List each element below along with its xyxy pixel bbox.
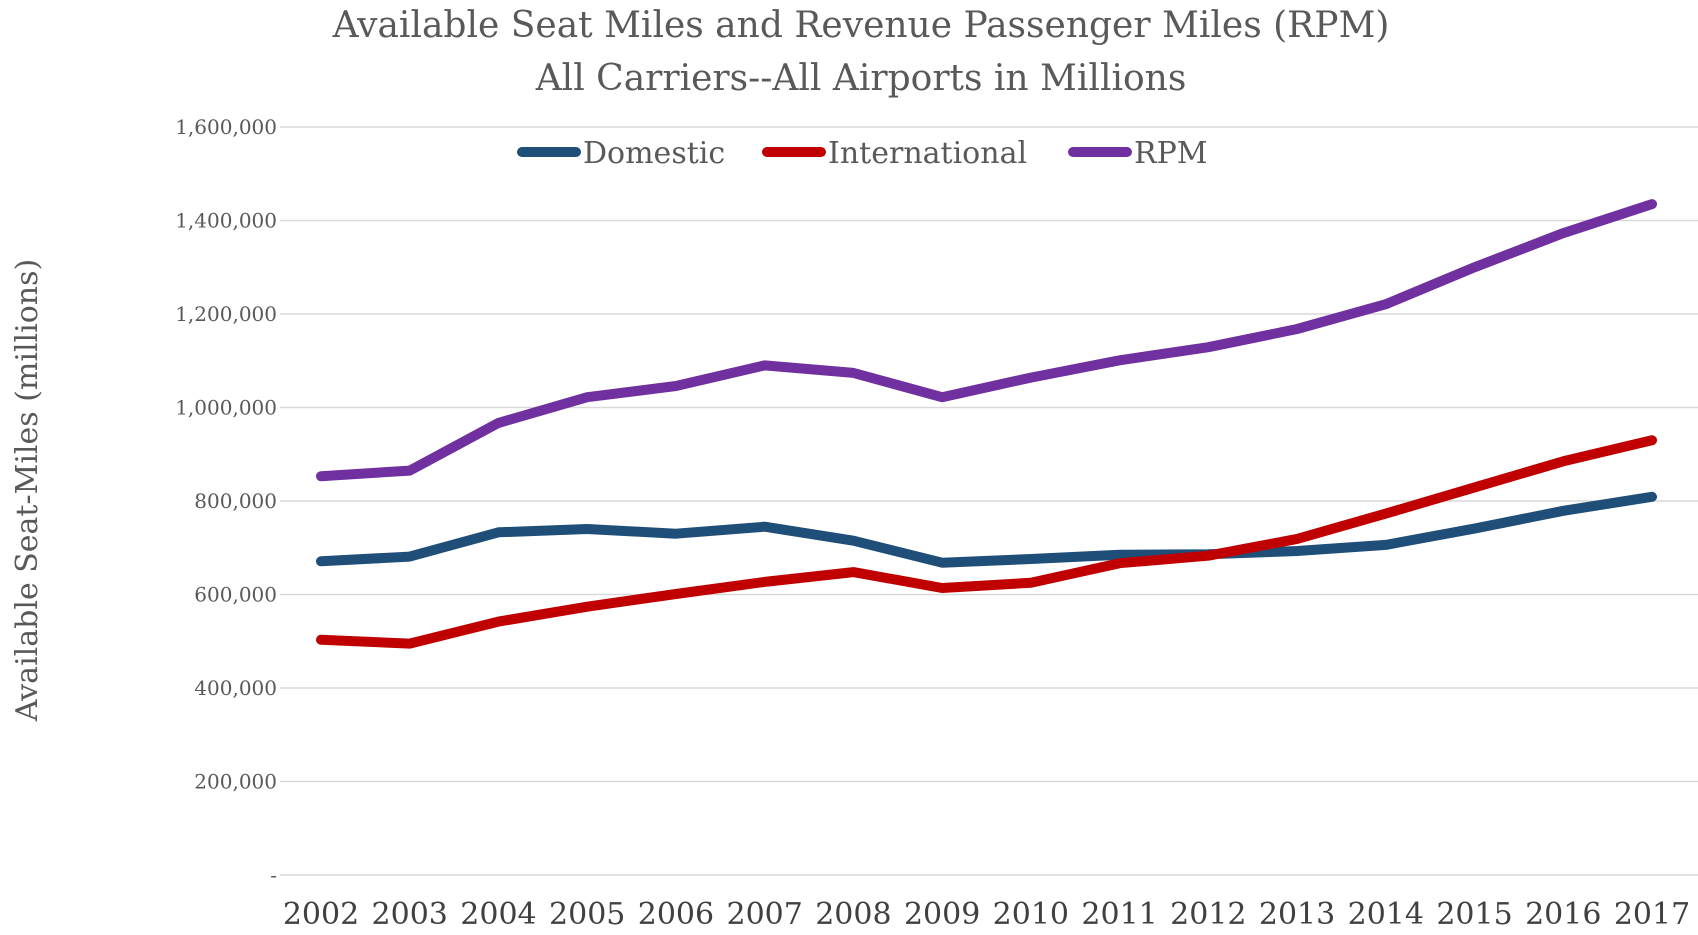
- x-tick-label: 2014: [1348, 897, 1424, 932]
- y-tick-label: 800,000: [194, 489, 277, 513]
- x-tick-label: 2005: [549, 897, 625, 932]
- y-tick-label: 1,000,000: [175, 396, 277, 420]
- y-tick-label: 1,200,000: [175, 302, 277, 326]
- x-tick-label: 2010: [993, 897, 1069, 932]
- legend-label-rpm: RPM: [1134, 136, 1208, 171]
- x-tick-label: 2017: [1614, 897, 1690, 932]
- y-tick-label: -: [270, 863, 277, 887]
- legend-label-international: International: [828, 136, 1027, 171]
- series-lines: [316, 199, 1657, 649]
- chart-title: Available Seat Miles and Revenue Passeng…: [332, 5, 1390, 99]
- series-line-international: [316, 435, 1657, 649]
- legend-label-domestic: Domestic: [583, 136, 725, 171]
- y-tick-label: 400,000: [194, 676, 277, 700]
- x-tick-label: 2013: [1259, 897, 1335, 932]
- y-tick-label: 1,600,000: [175, 115, 277, 139]
- y-axis-ticks: - 200,000 400,000 600,000 800,000 1,000,000 1,…: [175, 115, 277, 887]
- chart-title-line-1: Available Seat Miles and Revenue Passeng…: [332, 5, 1390, 46]
- x-tick-label: 2009: [904, 897, 980, 932]
- legend: Domestic International RPM: [517, 136, 1208, 171]
- y-tick-label: 1,400,000: [175, 209, 277, 233]
- x-tick-label: 2011: [1081, 897, 1157, 932]
- series-line-domestic: [316, 491, 1657, 568]
- x-tick-label: 2004: [460, 897, 536, 932]
- x-tick-label: 2006: [638, 897, 714, 932]
- x-tick-label: 2016: [1525, 897, 1601, 932]
- series-line-rpm: [316, 199, 1657, 482]
- y-tick-label: 200,000: [194, 770, 277, 794]
- x-tick-label: 2008: [815, 897, 891, 932]
- x-tick-label: 2003: [372, 897, 448, 932]
- gridlines: [280, 126, 1698, 876]
- x-tick-label: 2007: [726, 897, 802, 932]
- chart-title-line-2: All Carriers--All Airports in Millions: [535, 58, 1187, 99]
- x-tick-label: 2002: [283, 897, 359, 932]
- y-axis-title: Available Seat-Miles (millions): [10, 259, 45, 722]
- x-axis-ticks: 2002 2003 2004 2005 2006 2007 2008 2009 2010 2011…: [283, 897, 1690, 932]
- x-tick-label: 2015: [1436, 897, 1512, 932]
- y-tick-label: 600,000: [194, 583, 277, 607]
- x-tick-label: 2012: [1170, 897, 1246, 932]
